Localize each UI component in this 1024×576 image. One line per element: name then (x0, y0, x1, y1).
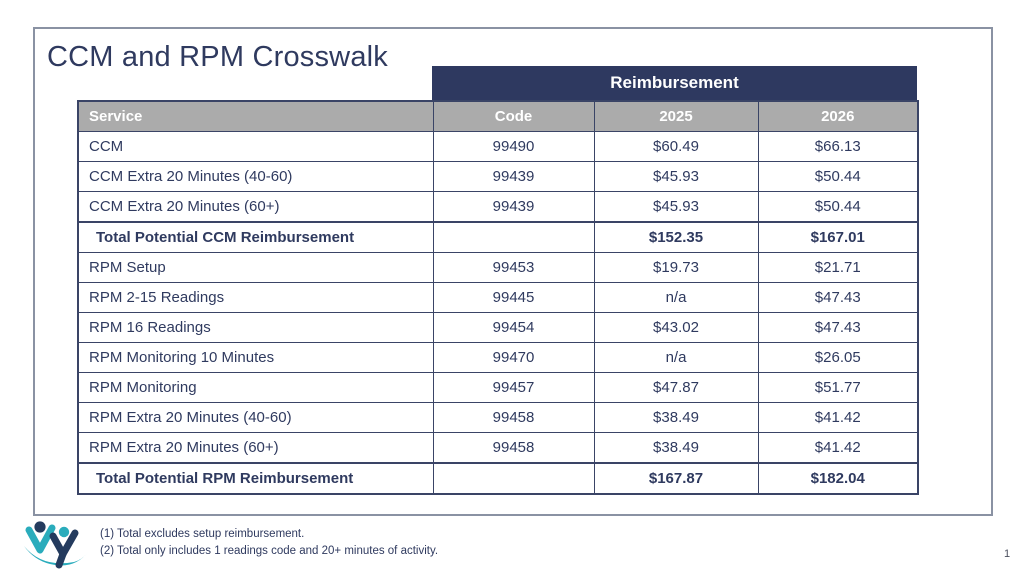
table-row: RPM Setup 99453 $19.73 $21.71 (77, 252, 919, 283)
cell-reimbursement-2026: $41.42 (757, 402, 919, 433)
table-row: CCM Extra 20 Minutes (60+) 99439 $45.93 $50… (77, 191, 919, 223)
footnote-1: (1) Total excludes setup reimbursement. (100, 528, 305, 540)
cell-code: 99490 (432, 131, 595, 162)
cell-reimbursement-2026: $50.44 (757, 191, 919, 223)
cell-service: RPM Extra 20 Minutes (40-60) (77, 402, 434, 433)
page-title: CCM and RPM Crosswalk (47, 41, 388, 73)
cell-code: 99457 (432, 372, 595, 403)
cell-service: RPM Monitoring 10 Minutes (77, 342, 434, 373)
cell-code (432, 221, 595, 253)
cell-service: RPM Setup (77, 252, 434, 283)
col-header-2026: 2026 (757, 100, 919, 132)
table-row: RPM Extra 20 Minutes (40-60) 99458 $38.49 $… (77, 402, 919, 433)
cell-reimbursement-2026: $47.43 (757, 282, 919, 313)
table-row: CCM 99490 $60.49 $66.13 (77, 131, 919, 162)
cell-reimbursement-2025: $38.49 (593, 432, 759, 464)
cell-reimbursement-2026: $50.44 (757, 161, 919, 192)
col-header-code: Code (432, 100, 595, 132)
cell-reimbursement-2025: $60.49 (593, 131, 759, 162)
cell-reimbursement-2026: $26.05 (757, 342, 919, 373)
col-header-service: Service (77, 100, 434, 132)
reimbursement-banner: Reimbursement (432, 66, 917, 100)
cell-service: CCM Extra 20 Minutes (40-60) (77, 161, 434, 192)
cell-reimbursement-2025: $152.35 (593, 221, 759, 253)
cell-service: Total Potential CCM Reimbursement (77, 221, 434, 253)
cell-code: 99470 (432, 342, 595, 373)
cell-code: 99458 (432, 432, 595, 464)
cell-service: RPM 16 Readings (77, 312, 434, 343)
cell-service: Total Potential RPM Reimbursement (77, 462, 434, 495)
cell-reimbursement-2025: $45.93 (593, 191, 759, 223)
cell-reimbursement-2025: n/a (593, 342, 759, 373)
cell-code: 99439 (432, 161, 595, 192)
table-row: RPM 16 Readings 99454 $43.02 $47.43 (77, 312, 919, 343)
cell-reimbursement-2025: n/a (593, 282, 759, 313)
cell-code: 99453 (432, 252, 595, 283)
crosswalk-table: Service Code 2025 2026 CCM 99490 $60.49 $66… (77, 100, 919, 495)
cell-reimbursement-2025: $45.93 (593, 161, 759, 192)
cell-service: CCM (77, 131, 434, 162)
cell-reimbursement-2025: $167.87 (593, 462, 759, 495)
table-row: RPM 2-15 Readings 99445 n/a $47.43 (77, 282, 919, 313)
cell-code: 99458 (432, 402, 595, 433)
cell-code: 99454 (432, 312, 595, 343)
cell-reimbursement-2026: $167.01 (757, 221, 919, 253)
cell-reimbursement-2025: $47.87 (593, 372, 759, 403)
table-body: CCM 99490 $60.49 $66.13 CCM Extra 20 Minutes… (77, 131, 919, 495)
table-total-row: Total Potential CCM Reimbursement $152.35… (77, 221, 919, 253)
table-total-row: Total Potential RPM Reimbursement $167.87… (77, 462, 919, 495)
table-row: CCM Extra 20 Minutes (40-60) 99439 $45.93 $… (77, 161, 919, 192)
cell-reimbursement-2026: $41.42 (757, 432, 919, 464)
reimbursement-banner-label: Reimbursement (610, 73, 739, 92)
footnotes: (1) Total excludes setup reimbursement. … (100, 526, 438, 560)
table-row: RPM Monitoring 10 Minutes 99470 n/a $26.05 (77, 342, 919, 373)
col-header-2025: 2025 (593, 100, 759, 132)
cell-service: RPM 2-15 Readings (77, 282, 434, 313)
table-header-row: Service Code 2025 2026 (77, 100, 919, 132)
cell-service: RPM Extra 20 Minutes (60+) (77, 432, 434, 464)
cell-code: 99439 (432, 191, 595, 223)
table-row: RPM Extra 20 Minutes (60+) 99458 $38.49 $41… (77, 432, 919, 464)
cell-code: 99445 (432, 282, 595, 313)
cell-reimbursement-2026: $47.43 (757, 312, 919, 343)
cell-service: RPM Monitoring (77, 372, 434, 403)
cell-reimbursement-2026: $182.04 (757, 462, 919, 495)
page-number: 1 (1004, 548, 1011, 560)
cell-code (432, 462, 595, 495)
cell-reimbursement-2025: $19.73 (593, 252, 759, 283)
footnote-2: (2) Total only includes 1 readings code … (100, 545, 439, 557)
cell-reimbursement-2026: $21.71 (757, 252, 919, 283)
cell-reimbursement-2026: $51.77 (757, 372, 919, 403)
cell-service: CCM Extra 20 Minutes (60+) (77, 191, 434, 223)
cell-reimbursement-2025: $38.49 (593, 402, 759, 433)
company-logo-icon (24, 521, 88, 569)
table-row: RPM Monitoring 99457 $47.87 $51.77 (77, 372, 919, 403)
cell-reimbursement-2025: $43.02 (593, 312, 759, 343)
cell-reimbursement-2026: $66.13 (757, 131, 919, 162)
